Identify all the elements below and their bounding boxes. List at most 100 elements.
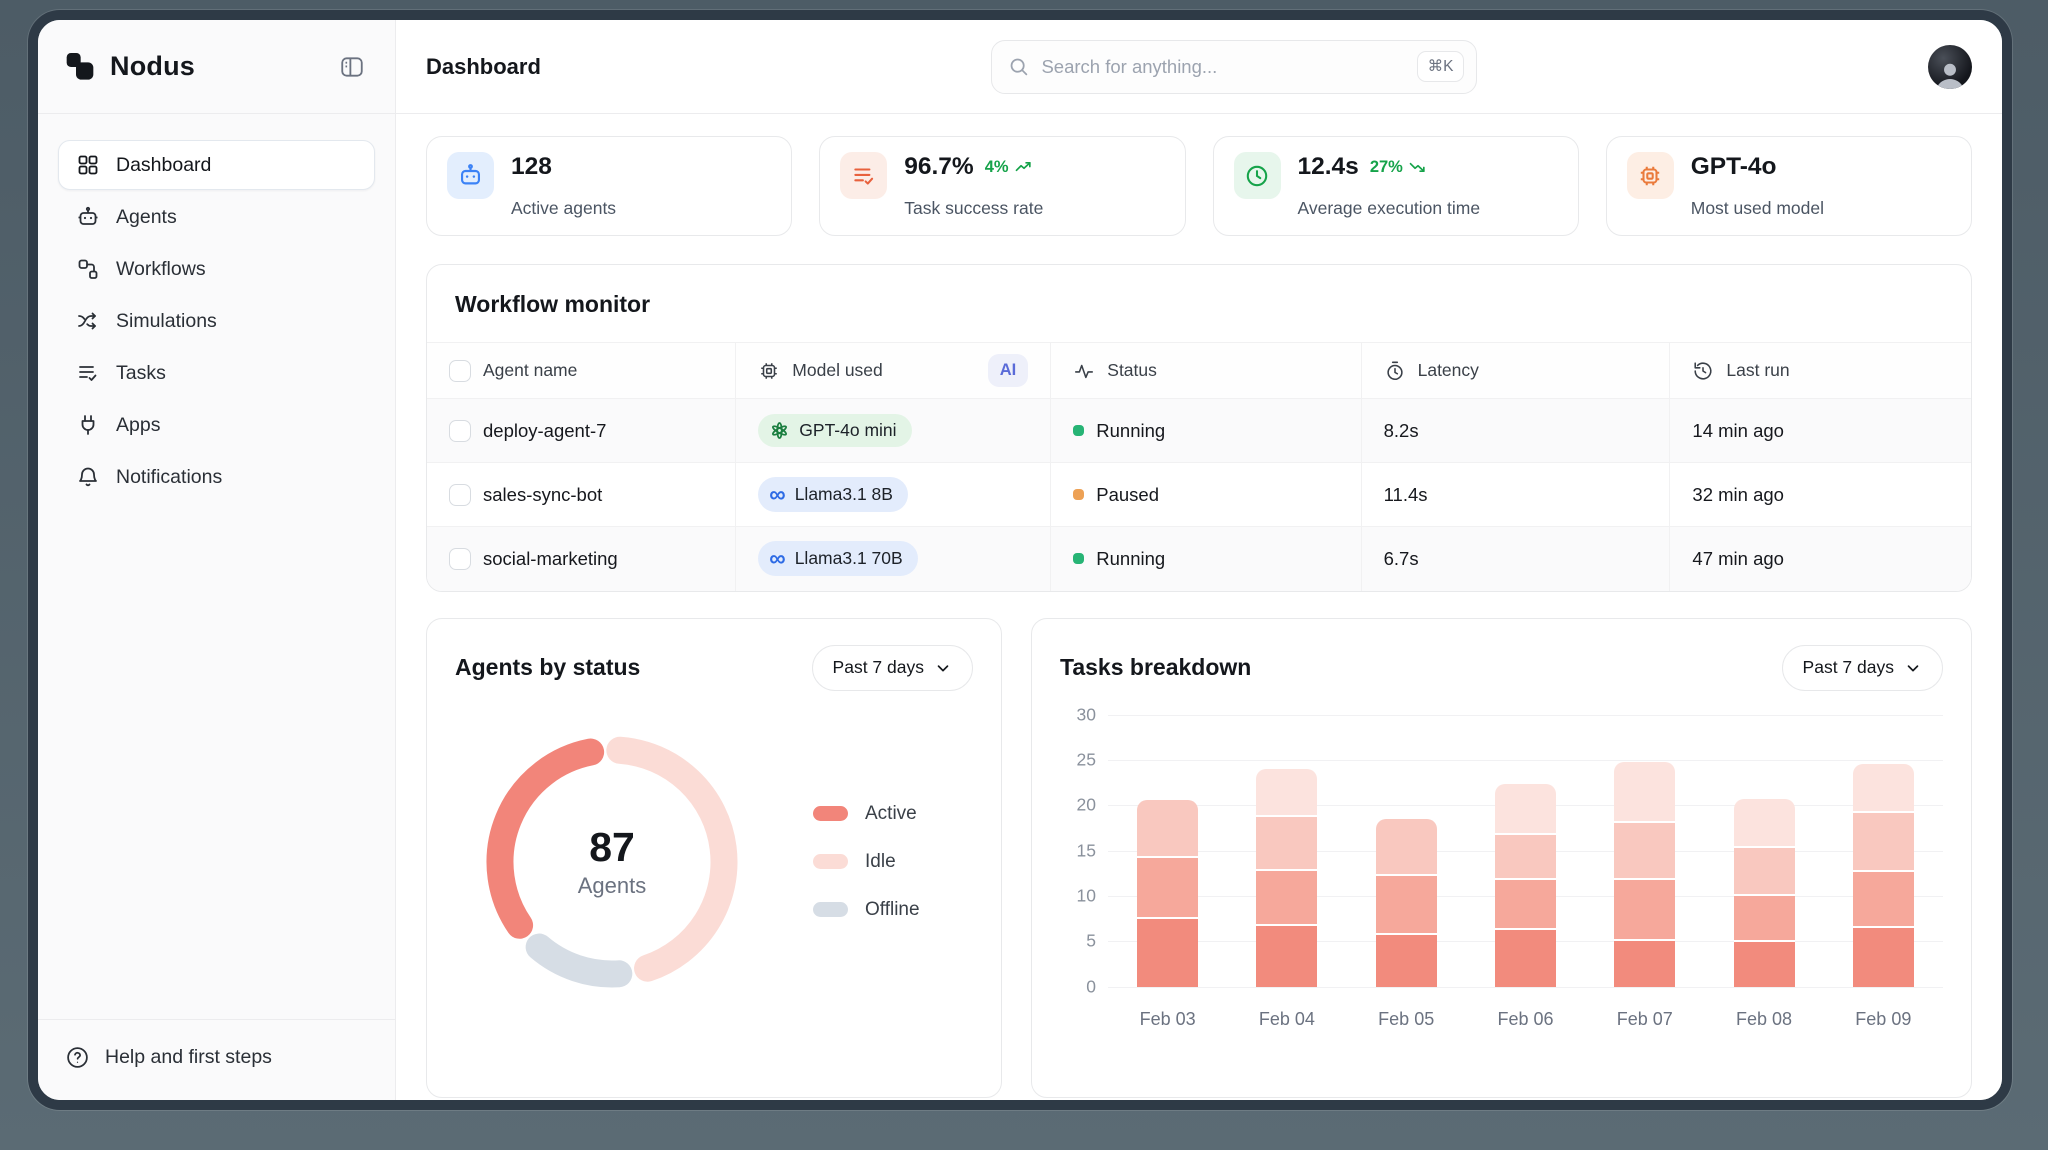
status-dot (1073, 489, 1085, 500)
column-header-status: Status (1107, 360, 1157, 380)
model-badge: ∞ Llama3.1 70B (758, 541, 918, 577)
sidebar: Nodus Dashboard Agents (38, 20, 396, 1100)
bar-chart-y-axis: 0 5 10 15 20 25 30 (1060, 704, 1108, 996)
chevron-down-icon (1907, 664, 1919, 671)
x-axis-label: Feb 03 (1139, 1008, 1196, 1029)
status-dot (1073, 425, 1085, 436)
bars-container (1108, 715, 1943, 987)
bottom-cards-row: Agents by status Past 7 days 87 Agents (426, 617, 1972, 1098)
y-axis-tick: 20 (1076, 794, 1096, 815)
bar-segment-segment-1 (1852, 928, 1914, 987)
sidebar-item-notifications[interactable]: Notifications (58, 452, 375, 502)
list-check-icon (75, 360, 101, 386)
row-checkbox[interactable] (449, 547, 471, 570)
last-run-value: 32 min ago (1692, 483, 1784, 505)
table-row[interactable]: deploy-agent-7 GPT-4o mini Running (427, 398, 1971, 463)
grid-icon (75, 152, 101, 178)
donut-segment-offline (525, 933, 633, 987)
bar-segment-segment-2 (1852, 872, 1914, 929)
openai-logo-icon (769, 420, 790, 441)
stacked-bar-feb-06 (1494, 784, 1556, 987)
select-all-checkbox[interactable] (449, 359, 471, 382)
agents-range-dropdown[interactable]: Past 7 days (811, 644, 973, 691)
bar-segment-segment-1 (1614, 941, 1676, 987)
sidebar-help-link[interactable]: Help and first steps (38, 1019, 395, 1100)
sidebar-item-agents[interactable]: Agents (58, 192, 375, 242)
sidebar-item-dashboard[interactable]: Dashboard (58, 140, 375, 190)
row-checkbox[interactable] (449, 419, 471, 442)
latency-value: 8.2s (1383, 419, 1419, 441)
clock-icon (1233, 152, 1281, 199)
stats-row: 128 Active agents 96.7% 4% (426, 136, 1972, 236)
sidebar-item-tasks[interactable]: Tasks (58, 348, 375, 398)
y-axis-tick: 30 (1076, 704, 1096, 724)
sidebar-item-label: Notifications (116, 465, 223, 488)
last-run-value: 47 min ago (1692, 547, 1784, 569)
tasks-breakdown-card: Tasks breakdown Past 7 days 0 5 10 15 20 25 30… (1031, 617, 1972, 1098)
nodes-icon (75, 256, 101, 282)
donut-segment-active (486, 738, 605, 939)
stat-card-task-success: 96.7% 4% Task success rate (819, 136, 1186, 236)
x-axis-label: Feb 04 (1258, 1008, 1315, 1029)
stat-value: 128 (511, 153, 552, 180)
sidebar-nav: Dashboard Agents Workflows Simulations (38, 114, 395, 1019)
stat-value: 96.7% (904, 153, 974, 180)
last-run-value: 14 min ago (1692, 419, 1784, 441)
app-window: Nodus Dashboard Agents (28, 10, 2012, 1110)
latency-value: 11.4s (1383, 483, 1428, 505)
search-shortcut-badge: ⌘K (1416, 51, 1465, 82)
cpu-icon (758, 360, 780, 382)
donut-chart-area: 87 Agents Active Idle Offline (455, 723, 973, 1001)
sidebar-item-workflows[interactable]: Workflows (58, 244, 375, 294)
stat-label: Most used model (1690, 198, 1825, 218)
sidebar-item-apps[interactable]: Apps (58, 400, 375, 450)
x-axis-label: Feb 09 (1855, 1008, 1912, 1029)
y-axis-tick: 25 (1076, 749, 1096, 770)
sidebar-item-label: Apps (116, 413, 161, 436)
table-row[interactable]: sales-sync-bot ∞ Llama3.1 8B Paused (427, 462, 1971, 527)
stat-trend-down: 27% (1370, 157, 1428, 177)
sidebar-item-simulations[interactable]: Simulations (58, 296, 375, 346)
topbar: Dashboard ⌘K (396, 20, 2002, 114)
stat-card-active-agents: 128 Active agents (426, 136, 793, 236)
bar-segment-segment-2 (1494, 880, 1556, 931)
agents-by-status-title: Agents by status (455, 654, 641, 680)
tasks-range-dropdown[interactable]: Past 7 days (1781, 644, 1943, 691)
bar-chart-area: 0 5 10 15 20 25 30 (1060, 704, 1943, 996)
help-circle-icon (64, 1044, 90, 1070)
bar-segment-segment-2 (1614, 880, 1676, 942)
gridline (1108, 986, 1943, 988)
bar-segment-segment-3 (1494, 835, 1556, 881)
search-bar[interactable]: ⌘K (991, 39, 1478, 94)
table-row[interactable]: social-marketing ∞ Llama3.1 70B Running (427, 526, 1971, 591)
y-axis-tick: 15 (1076, 840, 1096, 860)
donut-center-label: Agents (577, 873, 647, 898)
trend-down-icon (1409, 162, 1425, 172)
search-input[interactable] (1041, 55, 1405, 78)
x-axis-label: Feb 07 (1616, 1008, 1673, 1029)
row-checkbox[interactable] (449, 483, 471, 506)
column-header-last-run: Last run (1726, 360, 1790, 380)
model-badge: GPT-4o mini (758, 414, 912, 447)
sidebar-item-label: Tasks (116, 361, 166, 384)
agents-by-status-card: Agents by status Past 7 days 87 Agents (426, 617, 1002, 1098)
donut-center-value: 87 (589, 824, 635, 870)
column-header-latency: Latency (1417, 360, 1479, 380)
bar-segment-segment-2 (1375, 875, 1437, 935)
legend-item-idle: Idle (813, 851, 920, 873)
dashboard-content: 128 Active agents 96.7% 4% (396, 114, 2002, 1100)
bar-segment-segment-3 (1852, 813, 1914, 873)
bar-segment-segment-3 (1256, 816, 1318, 872)
user-avatar[interactable] (1927, 44, 1972, 89)
tasks-breakdown-title: Tasks breakdown (1060, 654, 1252, 680)
legend-item-active: Active (813, 803, 920, 825)
bar-segment-segment-3 (1137, 799, 1199, 858)
sidebar-collapse-button[interactable] (335, 50, 369, 84)
sidebar-item-label: Agents (116, 205, 177, 228)
sidebar-item-label: Simulations (116, 309, 217, 332)
stacked-bar-feb-05 (1375, 818, 1437, 987)
robot-icon (447, 152, 494, 199)
bar-chart-plot (1108, 714, 1943, 988)
status-dot (1073, 553, 1085, 565)
chevron-down-icon (937, 664, 949, 671)
